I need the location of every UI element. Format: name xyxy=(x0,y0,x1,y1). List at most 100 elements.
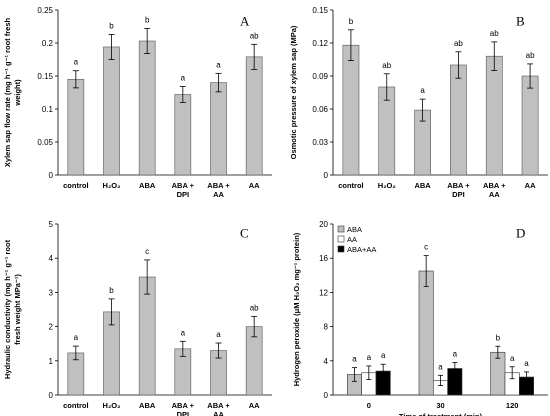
significance-letter: ab xyxy=(250,31,259,40)
x-tick-label-line: AA xyxy=(213,190,224,199)
significance-letter: b xyxy=(496,333,501,342)
x-tick-label-line: ABA xyxy=(139,401,156,410)
y-tick-label: 8 xyxy=(324,323,329,332)
x-tick-label: H₂O₂ xyxy=(103,181,121,190)
x-tick-label: 0 xyxy=(367,401,371,410)
chart-panel-c: 0 1 2 3 4 5 C Hydraulic conductivity (mg h⁻¹ g⁻… xyxy=(3,220,272,416)
y-tick-label: 0 xyxy=(324,391,329,400)
significance-letter: a xyxy=(420,86,425,95)
y-tick-label: 0.12 xyxy=(312,39,328,48)
x-tick-label: H₂O₂ xyxy=(103,401,121,410)
significance-letter: c xyxy=(424,243,428,252)
x-tick-label-line: ABA + xyxy=(207,401,230,410)
y-axis-label: Osmotic pressure of xylem sap (MPa) xyxy=(289,25,298,159)
significance-letter: ab xyxy=(454,39,463,48)
y-axis-label-line: Hydraulic conductivity (mg h⁻¹ g⁻¹ root xyxy=(3,239,12,379)
x-tick-label: control xyxy=(63,401,88,410)
x-tick-label-line: H₂O₂ xyxy=(103,181,121,190)
y-tick-label: 0.15 xyxy=(37,72,53,81)
x-tick-label: ABA xyxy=(139,181,156,190)
x-tick-label-line: AA xyxy=(249,181,260,190)
x-tick-label-line: H₂O₂ xyxy=(103,401,121,410)
panel-label: A xyxy=(240,14,250,29)
y-tick-label: 0.05 xyxy=(37,138,53,147)
y-tick-label: 0.06 xyxy=(312,105,328,114)
y-tick-label: 16 xyxy=(319,254,328,263)
bar xyxy=(485,55,503,176)
panel-label: C xyxy=(240,226,249,241)
y-axis-label: Hydrogen peroxide (μM H₂O₂ mg⁻¹ protein) xyxy=(292,232,301,386)
x-tick-label-line: ABA + xyxy=(483,181,506,190)
x-tick-label: ABA + AA xyxy=(483,181,506,199)
x-tick-label-line: AA xyxy=(525,181,536,190)
bar xyxy=(67,79,85,176)
y-axis-label-line: Hydrogen peroxide (μM H₂O₂ mg⁻¹ protein) xyxy=(292,232,301,386)
x-tick-label-line: ABA xyxy=(414,181,431,190)
significance-letter: a xyxy=(524,359,529,368)
significance-letter: a xyxy=(367,353,372,362)
y-axis-label: Xylem sap flow rate (mg h⁻¹ g⁻¹ root fre… xyxy=(3,17,22,167)
y-tick-label: 5 xyxy=(49,220,54,229)
x-tick-label-line: H₂O₂ xyxy=(378,181,396,190)
chart-panel-b: 0 0.03 0.06 0.09 0.12 0.15 B Osmotic pressure o… xyxy=(289,6,548,199)
x-axis-label: Time of treatment (min) xyxy=(399,412,483,416)
y-axis-label-line: fresh weight MPa⁻¹) xyxy=(13,274,22,345)
significance-letter: a xyxy=(352,355,357,364)
y-axis-label-line: weight) xyxy=(13,79,22,107)
x-tick-label: AA xyxy=(249,181,260,190)
significance-letter: ab xyxy=(526,51,535,60)
significance-letter: a xyxy=(74,333,79,342)
x-tick-label: AA xyxy=(249,401,260,410)
significance-letter: a xyxy=(453,350,458,359)
bar xyxy=(103,46,120,176)
legend-label: AA xyxy=(347,235,357,244)
x-tick-label-line: control xyxy=(338,181,363,190)
bar xyxy=(521,75,539,176)
x-tick-label-line: ABA + xyxy=(172,181,195,190)
y-tick-label: 4 xyxy=(49,254,54,263)
significance-letter: a xyxy=(216,330,221,339)
legend-label: ABA xyxy=(347,225,362,234)
y-tick-label: 12 xyxy=(319,288,328,297)
significance-letter: a xyxy=(74,58,79,67)
x-tick-label: control xyxy=(338,181,363,190)
y-tick-label: 3 xyxy=(49,288,54,297)
bar xyxy=(418,270,434,396)
significance-letter: ab xyxy=(382,61,391,70)
y-tick-label: 0 xyxy=(324,171,329,180)
y-tick-label: 0 xyxy=(49,171,54,180)
panel-label: D xyxy=(516,226,525,241)
significance-letter: b xyxy=(145,15,150,24)
significance-letter: b xyxy=(109,21,114,30)
y-axis-label: Hydraulic conductivity (mg h⁻¹ g⁻¹ rootf… xyxy=(3,239,22,379)
x-tick-label: ABA + DPI xyxy=(172,401,195,416)
y-axis-label-line: Xylem sap flow rate (mg h⁻¹ g⁻¹ root fre… xyxy=(3,17,12,167)
x-tick-label-line: DPI xyxy=(452,190,465,199)
bar xyxy=(210,82,227,176)
y-tick-label: 0.2 xyxy=(42,39,54,48)
significance-letter: a xyxy=(510,354,515,363)
y-tick-label: 0 xyxy=(49,391,54,400)
significance-letter: ab xyxy=(490,29,499,38)
bar xyxy=(138,40,156,176)
x-tick-label: ABA xyxy=(139,401,156,410)
x-tick-label-line: ABA + xyxy=(172,401,195,410)
y-axis-label-line: Osmotic pressure of xylem sap (MPa) xyxy=(289,25,298,159)
legend-swatch xyxy=(337,225,345,233)
x-tick-label: ABA + DPI xyxy=(172,181,195,199)
y-tick-label: 1 xyxy=(49,357,54,366)
x-tick-label-line: ABA xyxy=(139,181,156,190)
x-tick-label: control xyxy=(63,181,88,190)
y-tick-label: 4 xyxy=(324,357,329,366)
significance-letter: c xyxy=(145,247,149,256)
x-tick-label: ABA xyxy=(414,181,431,190)
bar xyxy=(138,276,156,396)
significance-letter: b xyxy=(349,17,354,26)
bar xyxy=(174,94,192,176)
chart-panel-a: 0 0.05 0.1 0.15 0.2 0.25 A Xylem sap flow rate … xyxy=(3,6,272,199)
x-tick-label-line: control xyxy=(63,181,88,190)
panel-label: B xyxy=(516,14,525,29)
y-tick-label: 0.03 xyxy=(312,138,328,147)
bar xyxy=(450,64,467,176)
